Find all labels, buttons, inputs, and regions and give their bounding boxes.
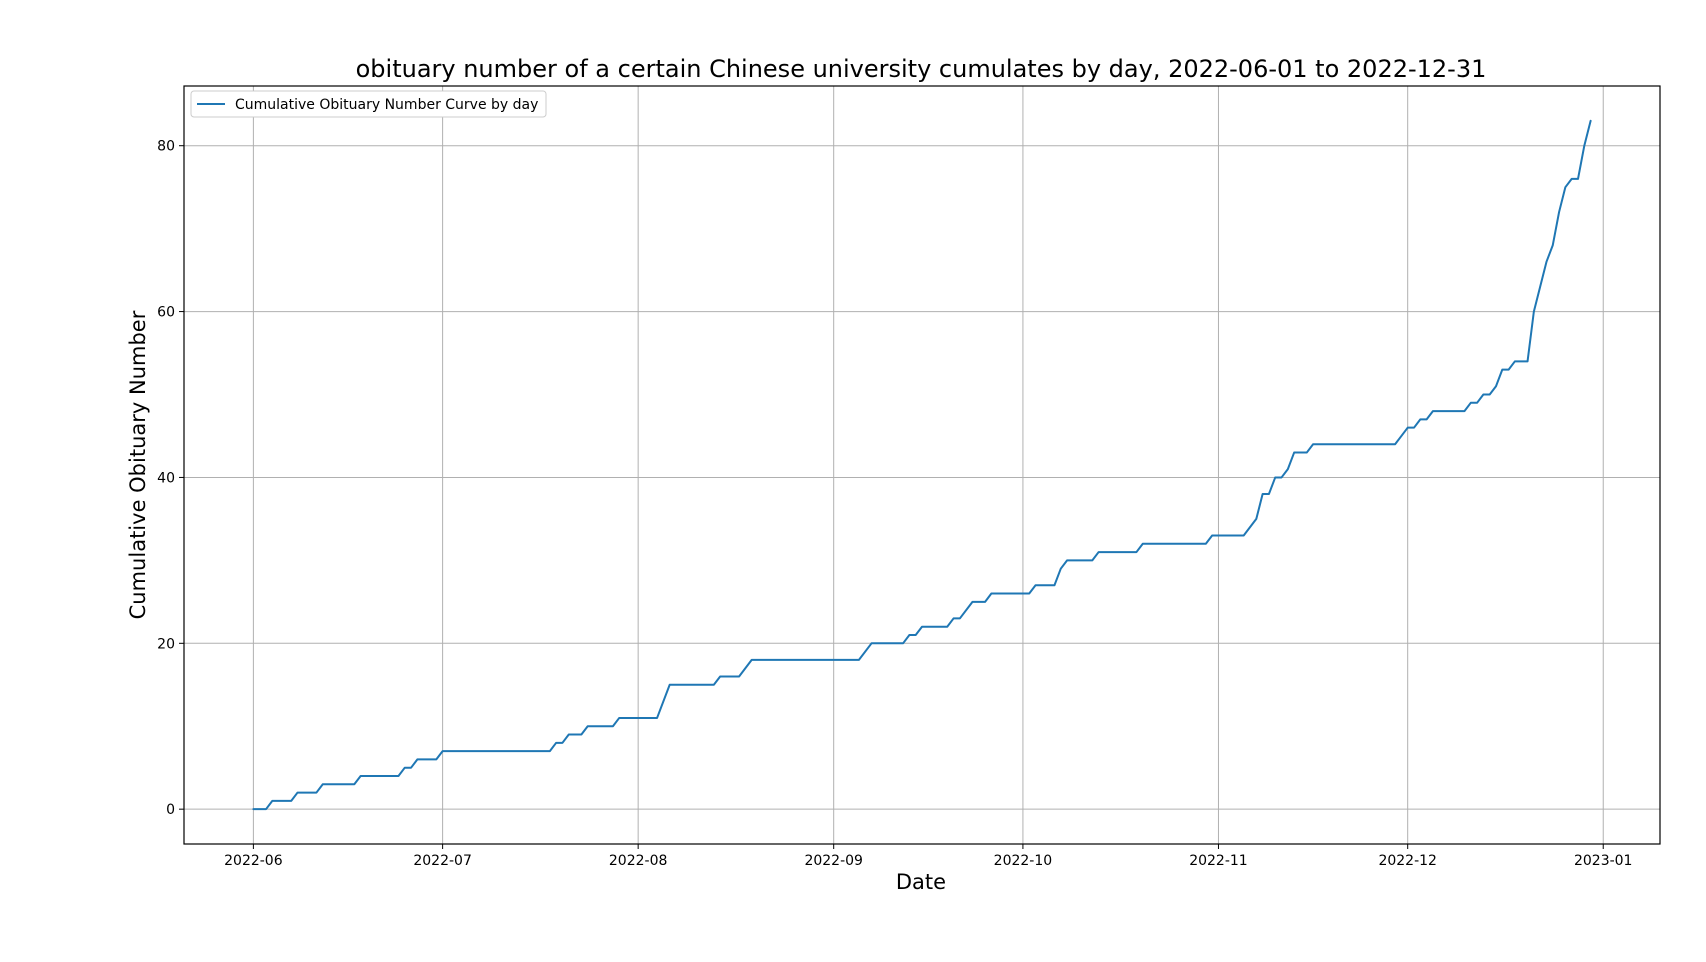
axis-ticks: 2022-06 2022-07 2022-08 2022-09 2022-10 2022-… [157, 139, 1632, 869]
y-tick-label: 20 [157, 636, 175, 652]
y-tick-label: 40 [157, 470, 175, 486]
series-layer [252, 119, 1592, 811]
chart-title: obituary number of a certain Chinese uni… [356, 55, 1487, 83]
y-tick-label: 80 [157, 139, 175, 155]
x-tick-label: 2022-11 [1189, 853, 1248, 869]
y-axis-label: Cumulative Obituary Number [126, 310, 150, 619]
x-tick-label: 2022-07 [413, 853, 472, 869]
x-axis-label: Date [896, 870, 946, 894]
series-line [252, 119, 1592, 811]
x-tick-label: 2022-10 [994, 853, 1053, 869]
x-tick-label: 2022-12 [1378, 853, 1437, 869]
plot-area-frame [183, 85, 1661, 845]
legend-label: Cumulative Obituary Number Curve by day [235, 97, 538, 113]
legend-box [190, 90, 547, 118]
y-tick-label: 60 [157, 305, 175, 321]
x-tick-label: 2022-08 [609, 853, 668, 869]
x-tick-label: 2022-06 [224, 853, 283, 869]
x-tick-label: 2022-09 [804, 853, 863, 869]
x-tick-label: 2023-01 [1574, 853, 1633, 869]
grid [184, 86, 1660, 844]
y-tick-label: 0 [166, 802, 175, 818]
legend: Cumulative Obituary Number Curve by day [190, 90, 547, 118]
